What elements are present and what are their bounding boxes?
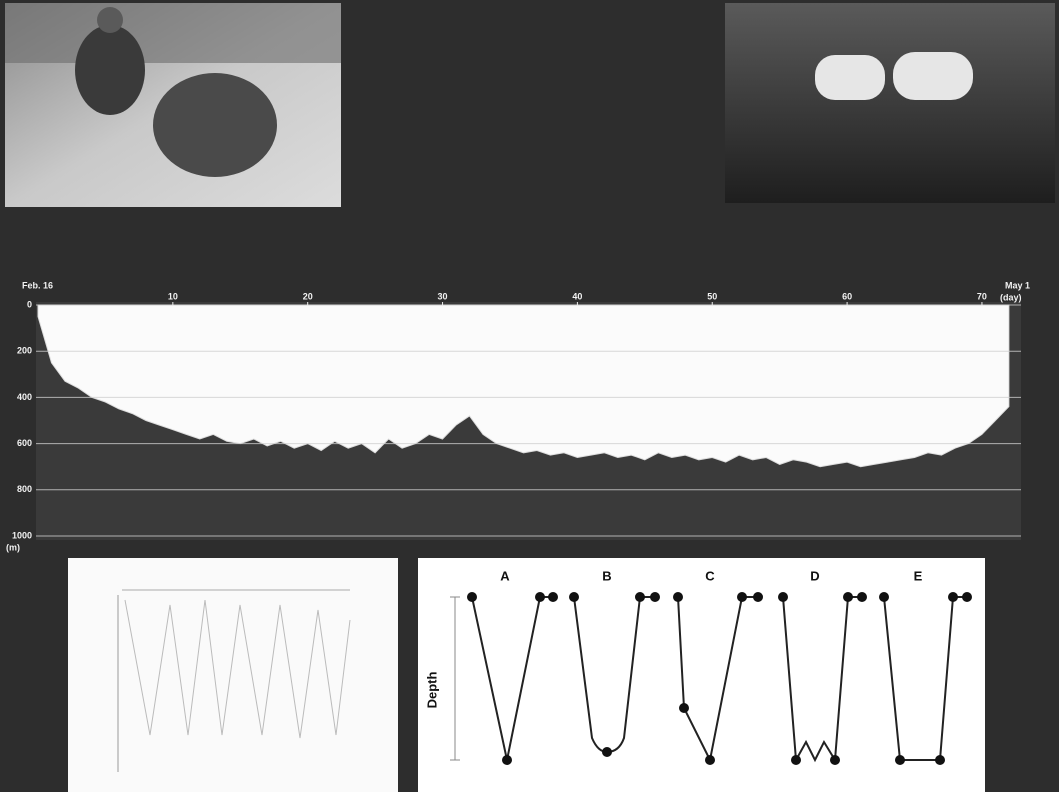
page: {"dive_record": { "start_label": "Feb. 1…	[0, 0, 1059, 792]
dive-type-label: E	[914, 568, 923, 583]
x-tick-label: 70	[977, 291, 987, 301]
photo-seal	[5, 3, 341, 207]
y-tick-label: 800	[17, 484, 32, 494]
x-unit: (day)	[1000, 292, 1022, 302]
dive-type-label: C	[705, 568, 715, 583]
x-tick-label: 20	[303, 291, 313, 301]
x-tick-label: 60	[842, 291, 852, 301]
dive-type-label: D	[810, 568, 819, 583]
x-tick-label: 30	[438, 291, 448, 301]
dive-record: Feb. 16 May 1 (day) (m) 0 200 400 600 800 100…	[6, 280, 1030, 552]
y-tick-label: 400	[17, 392, 32, 402]
dive-types-panel	[418, 558, 985, 792]
y-unit: (m)	[6, 542, 20, 552]
x-tick-label: 40	[572, 291, 582, 301]
x-tick-label: 50	[707, 291, 717, 301]
end-label: May 1	[1005, 280, 1030, 290]
x-tick-label: 10	[168, 291, 178, 301]
figure: Feb. 16 May 1 (day) (m) 0 200 400 600 800 100…	[0, 0, 1059, 792]
y-tick-label: 200	[17, 346, 32, 356]
dive-type-label: B	[602, 568, 611, 583]
trace-panel	[68, 558, 398, 792]
depth-label: Depth	[424, 672, 439, 709]
start-label: Feb. 16	[22, 280, 53, 290]
dive-type-label: A	[500, 568, 510, 583]
y-tick-label: 0	[27, 299, 32, 309]
y-tick-label: 1000	[12, 530, 32, 540]
y-tick-label: 600	[17, 438, 32, 448]
photo-aerial	[725, 3, 1055, 203]
